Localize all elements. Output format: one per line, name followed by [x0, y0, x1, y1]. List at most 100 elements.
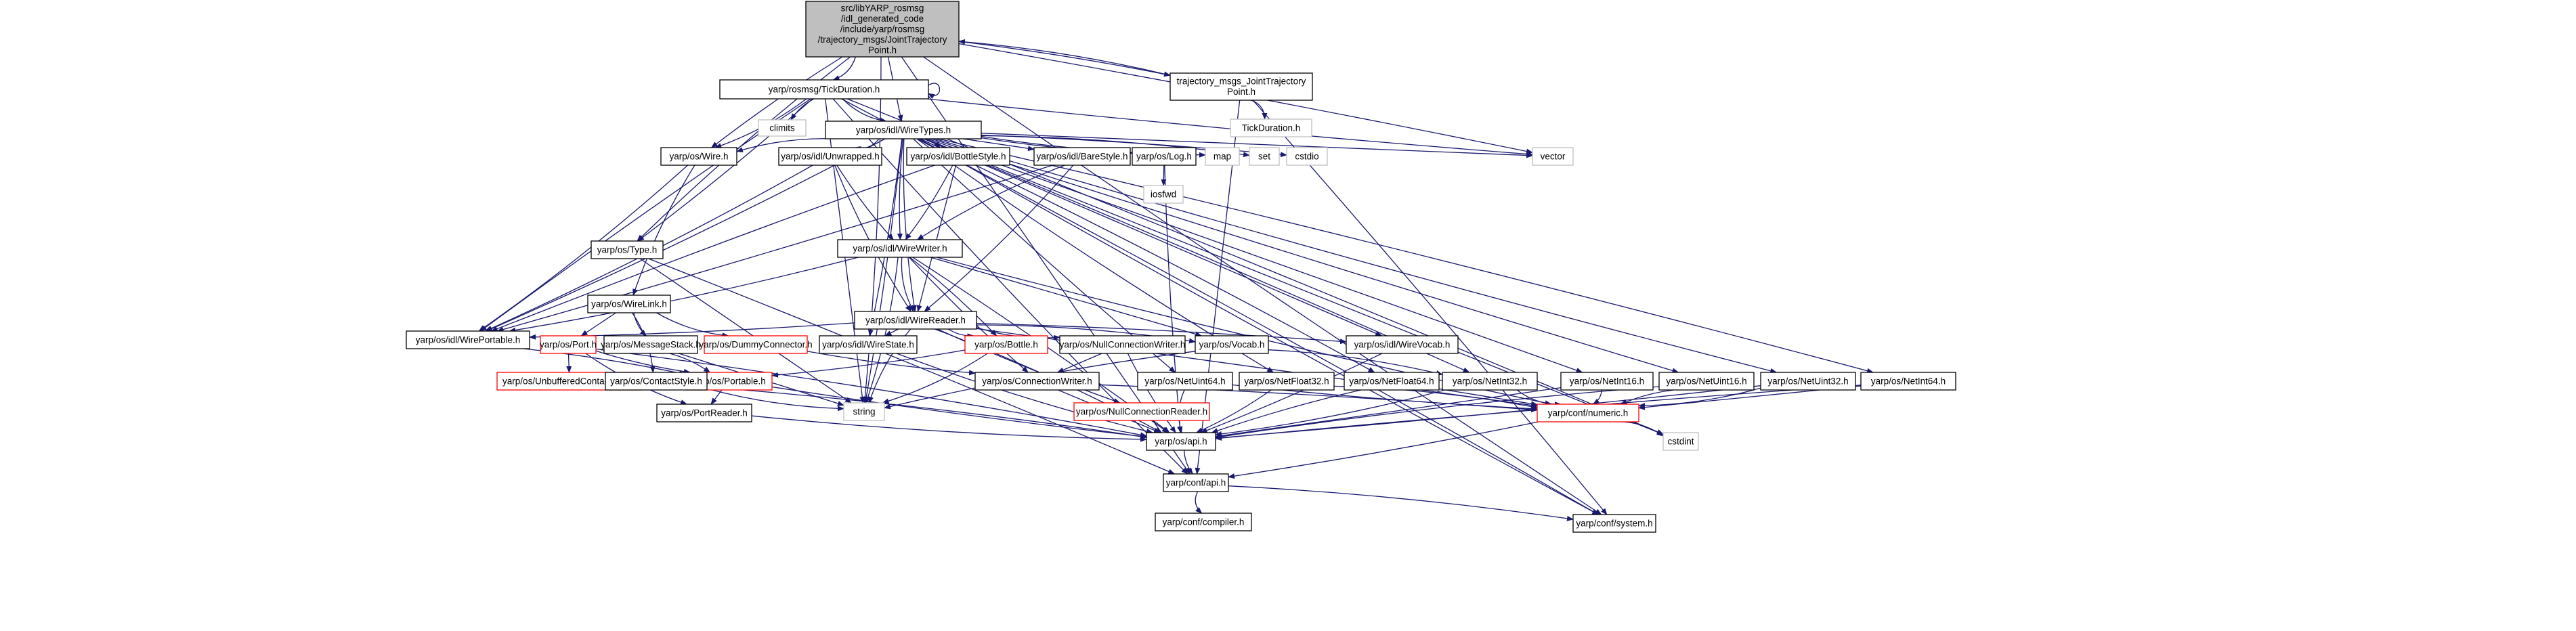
node-box [1073, 402, 1210, 421]
edge-wiretypes-to-wirereader [903, 138, 917, 312]
edge-wiretypes-to-wirewriter [897, 138, 904, 240]
node-label: yarp/rosmsg/TickDuration.h [769, 84, 880, 94]
node-netint64[interactable]: yarp/os/NetInt64.h [1860, 372, 1956, 391]
node-netfloat64[interactable]: yarp/os/NetFloat64.h [1344, 372, 1440, 391]
node-nullconnreader[interactable]: yarp/os/NullConnectionReader.h [1073, 402, 1210, 421]
edge-wirewriter-to-bottle [909, 257, 997, 336]
node-cstdint[interactable]: cstdint [1662, 432, 1699, 451]
node-wirelink[interactable]: yarp/os/WireLink.h [587, 295, 671, 313]
node-label: yarp/conf/system.h [1576, 518, 1652, 528]
node-netint16[interactable]: yarp/os/NetInt16.h [1560, 372, 1654, 391]
node-box [778, 147, 882, 166]
node-set[interactable]: set [1249, 147, 1280, 166]
node-netuint16[interactable]: yarp/os/NetUint16.h [1658, 372, 1755, 391]
node-label: yarp/os/ContactStyle.h [610, 376, 702, 386]
node-wirestate[interactable]: yarp/os/idl/WireState.h [819, 335, 918, 354]
edge-barestyle-to-wirereader [924, 165, 1074, 312]
node-numeric[interactable]: yarp/conf/numeric.h [1537, 404, 1639, 422]
node-port[interactable]: yarp/os/Port.h [540, 335, 597, 354]
node-confapi[interactable]: yarp/conf/api.h [1163, 473, 1229, 492]
node-box [964, 335, 1048, 354]
node-box [1137, 372, 1233, 391]
edge-type-to-confapi [648, 258, 1176, 475]
edge-bottlestyle-to-wireportable [490, 165, 935, 332]
node-vocab[interactable]: yarp/os/Vocab.h [1195, 335, 1269, 354]
node-label: yarp/os/Vocab.h [1199, 339, 1265, 349]
edge-nullconnwriter-to-osapi [1127, 353, 1176, 433]
edge-wirewriter-to-vocab [930, 257, 1203, 337]
node-vector[interactable]: vector [1532, 147, 1574, 166]
node-box [837, 239, 963, 258]
edge-wiretypes-to-netuint32 [935, 138, 1778, 374]
node-netfloat32[interactable]: yarp/os/NetFloat32.h [1239, 372, 1335, 391]
node-label: yarp/os/idl/BottleStyle.h [910, 151, 1006, 161]
node-type[interactable]: yarp/os/Type.h [591, 240, 664, 259]
node-dummyconn[interactable]: yarp/os/DummyConnector.h [699, 335, 813, 354]
node-box [1163, 473, 1229, 492]
edge-wiretypes-to-netuint16 [931, 138, 1679, 374]
edge-netuint32-to-numeric [1638, 387, 1761, 409]
node-netint32[interactable]: yarp/os/NetInt32.h [1442, 372, 1538, 391]
edge-portreader-to-osapi [751, 415, 1147, 442]
node-nullconnwriter[interactable]: yarp/os/NullConnectionWriter.h [1059, 335, 1186, 354]
node-bottlestyle[interactable]: yarp/os/idl/BottleStyle.h [906, 147, 1010, 166]
node-bottle[interactable]: yarp/os/Bottle.h [964, 335, 1048, 354]
edge-dummyconn-to-connwriter [807, 351, 976, 376]
edge-confapi-to-compiler [1195, 491, 1203, 514]
node-box [1155, 513, 1252, 531]
edge-bottle-to-string [882, 353, 988, 404]
node-label: yarp/os/DummyConnector.h [699, 339, 812, 349]
node-label: yarp/os/idl/BareStyle.h [1036, 151, 1128, 161]
edge-barestyle-to-wireportable [496, 165, 1053, 332]
node-tickdur[interactable]: yarp/rosmsg/TickDuration.h [719, 79, 929, 100]
node-iosfwd[interactable]: iosfwd [1143, 185, 1184, 204]
node-label: yarp/os/Portable.h [691, 376, 766, 386]
node-string[interactable]: string [843, 402, 885, 421]
node-box [1442, 372, 1538, 391]
node-portreader[interactable]: yarp/os/PortReader.h [656, 404, 752, 422]
node-msgstack[interactable]: yarp/os/MessageStack.h [601, 335, 701, 354]
node-log[interactable]: yarp/os/Log.h [1132, 147, 1197, 166]
edge-port-to-portable [595, 350, 691, 374]
edge-root-to-tickdur [832, 56, 857, 81]
edge-wiretypes-to-system [919, 138, 1600, 515]
node-box [1239, 372, 1335, 391]
edge-log-to-iosfwd [1161, 165, 1167, 186]
node-box [660, 147, 737, 166]
node-climits[interactable]: climits [758, 119, 807, 137]
node-cstdio[interactable]: cstdio [1286, 147, 1328, 166]
edge-netuint16-to-osapi [1215, 386, 1660, 439]
node-system[interactable]: yarp/conf/system.h [1572, 514, 1656, 533]
node-label: yarp/os/NetInt32.h [1453, 376, 1527, 386]
node-wiretypes[interactable]: yarp/os/idl/WireTypes.h [825, 121, 982, 139]
node-root[interactable]: src/libYARP_rosmsg/idl_generated_code/in… [805, 1, 960, 58]
node-osapi[interactable]: yarp/os/api.h [1146, 432, 1216, 451]
edge-tickdur-to-wiretypes [842, 98, 887, 123]
node-map[interactable]: map [1205, 147, 1240, 166]
edge-wire-to-wireportable [478, 165, 689, 332]
node-label: /include/yarp/rosmsg [840, 24, 925, 34]
node-netuint32[interactable]: yarp/os/NetUint32.h [1760, 372, 1856, 391]
edge-wiretypes-to-cstdio [981, 134, 1287, 158]
node-box [1537, 404, 1639, 422]
node-label: yarp/os/NetInt16.h [1570, 376, 1644, 386]
node-wirereader[interactable]: yarp/os/idl/WireReader.h [854, 311, 977, 330]
node-netuint64[interactable]: yarp/os/NetUint64.h [1137, 372, 1233, 391]
edge-osapi-to-confapi [1184, 450, 1193, 475]
node-connwriter[interactable]: yarp/os/ConnectionWriter.h [974, 372, 1100, 391]
node-unwrapped[interactable]: yarp/os/idl/Unwrapped.h [778, 147, 882, 166]
node-wireportable[interactable]: yarp/os/idl/WirePortable.h [406, 330, 530, 349]
node-label: yarp/os/WireLink.h [591, 299, 667, 309]
edge-tickdur-to-confapi [832, 98, 1188, 475]
node-contactstyle[interactable]: yarp/os/ContactStyle.h [605, 372, 708, 391]
node-compiler[interactable]: yarp/conf/compiler.h [1155, 513, 1252, 531]
node-tickdur2[interactable]: TickDuration.h [1230, 118, 1312, 137]
node-box [1346, 335, 1459, 354]
node-wirevocab[interactable]: yarp/os/idl/WireVocab.h [1346, 335, 1459, 354]
edge-netfloat64-to-osapi [1211, 389, 1361, 433]
node-wire[interactable]: yarp/os/Wire.h [660, 147, 737, 166]
node-wirewriter[interactable]: yarp/os/idl/WireWriter.h [837, 239, 963, 258]
node-label: yarp/os/idl/WireVocab.h [1354, 339, 1451, 349]
node-barestyle[interactable]: yarp/os/idl/BareStyle.h [1033, 147, 1131, 166]
